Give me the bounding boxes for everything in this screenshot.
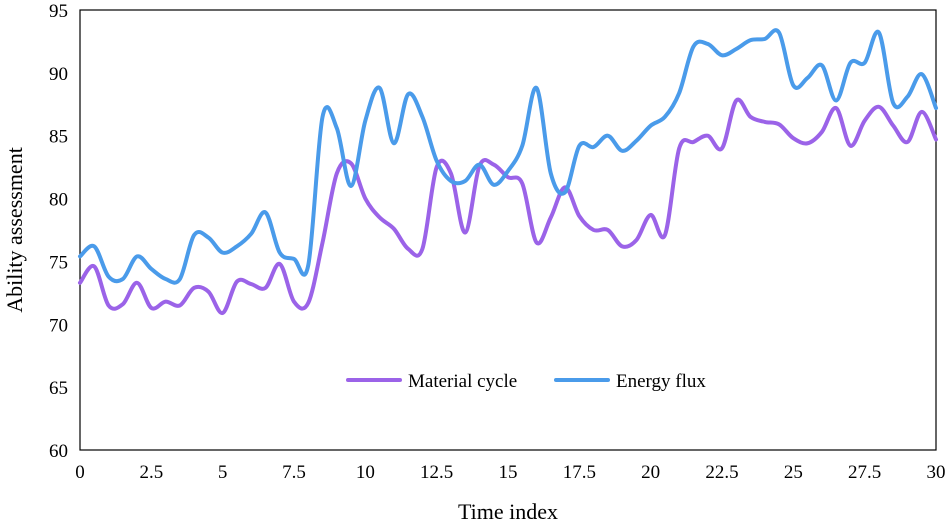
x-tick-label: 5 — [218, 462, 228, 483]
x-tick-label: 12.5 — [420, 462, 453, 483]
legend-label-energy-flux: Energy flux — [616, 371, 706, 392]
x-tick-label: 22.5 — [705, 462, 738, 483]
y-tick-label: 65 — [49, 378, 68, 399]
y-tick-label: 80 — [49, 190, 68, 211]
legend: Material cycle Energy flux — [346, 371, 706, 392]
y-axis-ticks: 60 65 70 75 80 85 90 95 — [49, 1, 68, 462]
series-line-energy-flux — [78, 28, 938, 285]
x-tick-label: 7.5 — [282, 462, 306, 483]
y-axis-title: Ability assessment — [2, 147, 27, 313]
y-tick-label: 95 — [49, 1, 68, 22]
legend-label-material-cycle: Material cycle — [408, 371, 517, 392]
x-tick-label: 20 — [641, 462, 660, 483]
y-tick-label: 85 — [49, 127, 68, 148]
x-tick-label: 27.5 — [848, 462, 881, 483]
y-tick-label: 75 — [49, 252, 68, 273]
series-layer — [78, 28, 938, 315]
x-axis-ticks: 0 2.5 5 7.5 10 12.5 15 17.5 20 22.5 25 27.5 30 — [75, 462, 945, 483]
y-tick-label: 90 — [49, 64, 68, 85]
x-axis-title: Time index — [458, 499, 558, 523]
x-tick-label: 0 — [75, 462, 85, 483]
y-tick-label: 60 — [49, 441, 68, 462]
x-tick-label: 17.5 — [563, 462, 596, 483]
x-tick-label: 10 — [356, 462, 375, 483]
x-tick-label: 2.5 — [139, 462, 163, 483]
series-line-material-cycle — [78, 97, 938, 315]
y-tick-label: 70 — [49, 315, 68, 336]
x-tick-label: 15 — [499, 462, 518, 483]
x-tick-label: 30 — [927, 462, 946, 483]
x-tick-label: 25 — [784, 462, 803, 483]
